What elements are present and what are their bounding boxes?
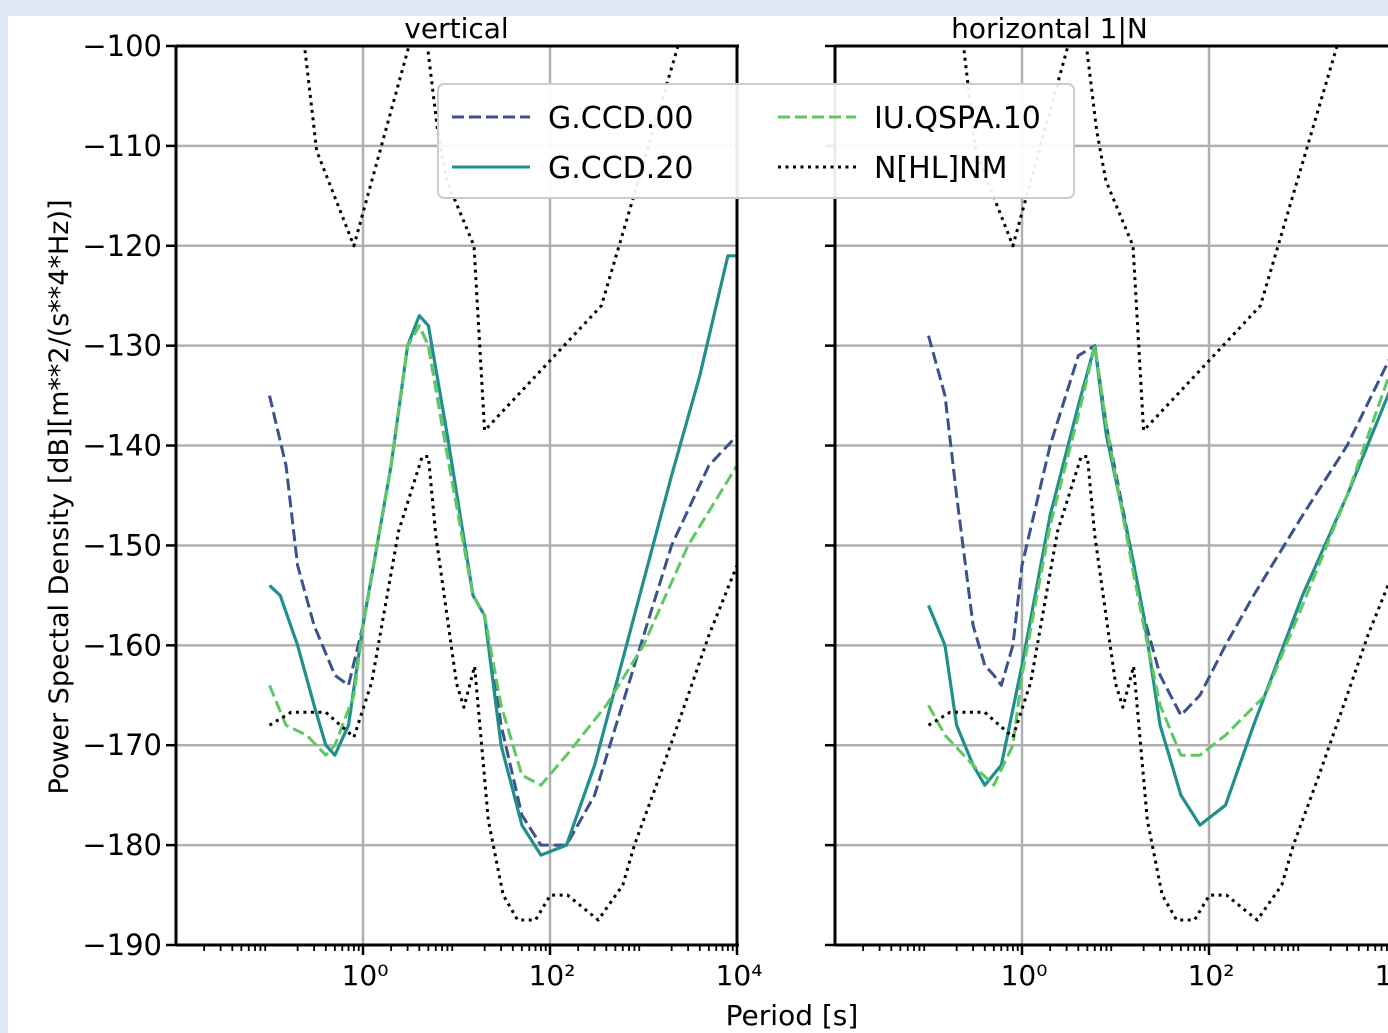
series-nhnm — [962, 46, 1339, 433]
x-tick-label: 10⁰ — [1001, 959, 1048, 992]
series-iu-qspa-10 — [927, 344, 1388, 787]
x-tick-label: 10² — [529, 959, 576, 992]
series-nhnm — [303, 46, 680, 433]
window-frame-top — [0, 0, 1388, 16]
y-tick-label: −110 — [82, 129, 162, 163]
legend: G.CCD.00 G.CCD.20 IU.QSPA.10 N[HL]NM — [437, 83, 1075, 199]
y-tick-label: −190 — [82, 928, 162, 962]
series-g-ccd-20 — [268, 254, 737, 857]
y-tick-label: −130 — [82, 329, 162, 363]
y-tick-label: −170 — [82, 728, 162, 762]
legend-label: N[HL]NM — [874, 151, 1007, 186]
panel-title: horizontal 1|N — [951, 12, 1148, 45]
x-tick-label: 10⁴ — [1375, 959, 1388, 992]
y-axis-label: Power Spectal Density [dB][m**2/(s**4*Hz… — [44, 199, 75, 794]
series-g-ccd-00 — [927, 335, 1388, 717]
x-tick-label: 10² — [1188, 959, 1235, 992]
y-tick-label: −100 — [82, 29, 162, 63]
series-g-ccd-20 — [927, 344, 1388, 827]
x-tick-label: 10⁴ — [716, 959, 763, 992]
window-frame-left — [0, 0, 8, 1033]
y-tick-label: −180 — [82, 828, 162, 862]
series-iu-qspa-10 — [268, 324, 737, 787]
y-tick-label: −150 — [82, 528, 162, 562]
y-tick-label: −140 — [82, 429, 162, 463]
series-nlnm — [268, 455, 737, 922]
y-tick-label: −160 — [82, 628, 162, 662]
legend-label: G.CCD.20 — [548, 151, 694, 186]
legend-box — [437, 83, 1075, 199]
y-tick-label: −120 — [82, 229, 162, 263]
x-tick-label: 10⁰ — [342, 959, 389, 992]
legend-label: G.CCD.00 — [548, 101, 694, 136]
series-nlnm — [927, 455, 1388, 922]
series-g-ccd-00 — [268, 324, 737, 847]
x-axis-label: Period [s] — [726, 999, 859, 1032]
legend-label: IU.QSPA.10 — [874, 101, 1041, 136]
panel-title: vertical — [404, 12, 508, 45]
